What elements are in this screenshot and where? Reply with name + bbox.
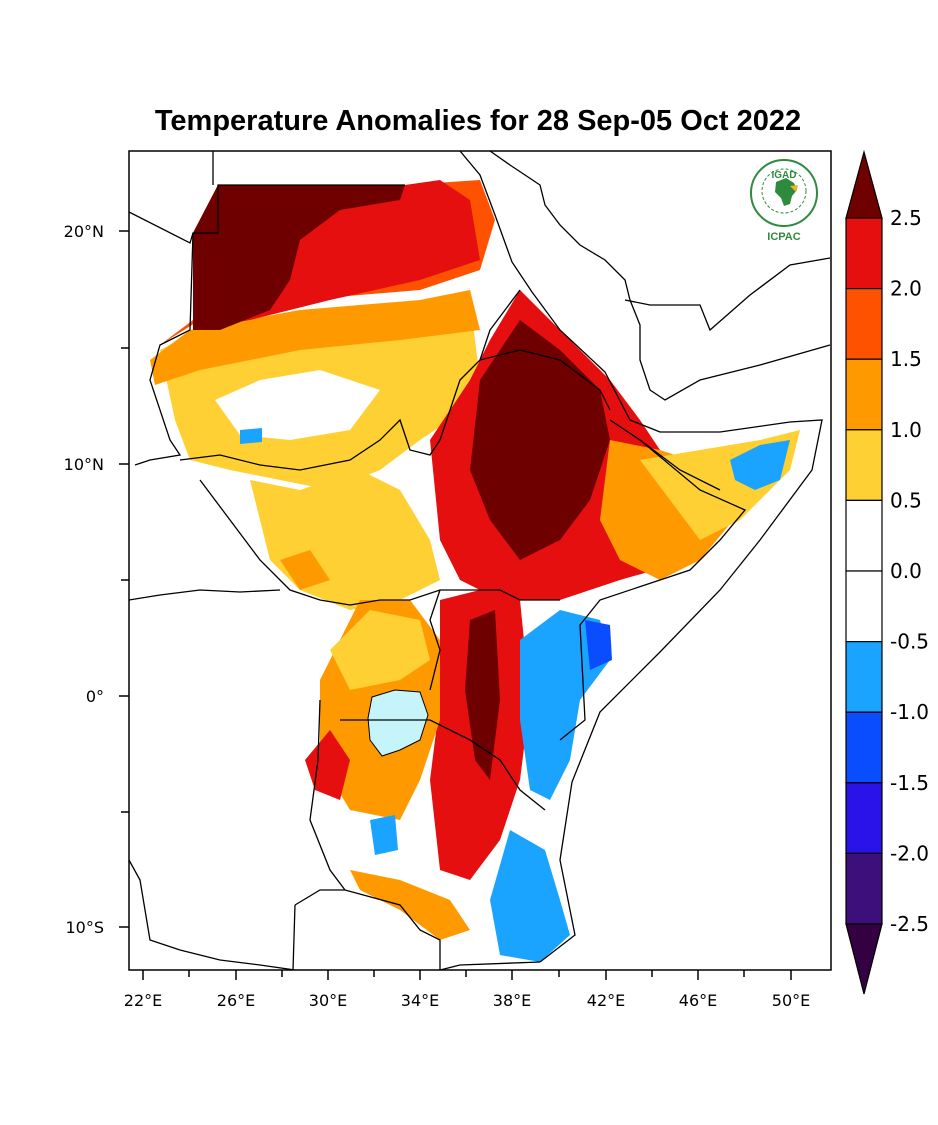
map-frame (128, 150, 832, 971)
region-tanzania-south-orange (350, 870, 470, 940)
border-zambia (129, 859, 296, 970)
colorbar-top-arrow (845, 149, 883, 219)
lat-label-20n: 20°N (64, 222, 104, 241)
colorbar-label: -1.0 (890, 700, 929, 724)
lat-label-10n: 10°N (64, 455, 104, 474)
colorbar-label: -2.0 (890, 841, 929, 865)
colorbar-box (845, 852, 883, 925)
border-arabian-peninsula (489, 151, 831, 401)
colorbar-label: 1.5 (890, 347, 922, 371)
border-malawi (294, 889, 441, 970)
colorbar-box (845, 711, 883, 784)
region-somalia-blue (730, 440, 790, 490)
horn-accent-icon (790, 185, 798, 192)
lat-ticks (119, 230, 129, 928)
logo-inner-ring (761, 168, 807, 214)
lon-label-26e: 26°E (217, 991, 255, 1010)
border-sudan-southsudan (179, 418, 441, 471)
colorbar-label: -1.5 (890, 771, 929, 795)
colorbar-boxes (845, 217, 883, 925)
lon-label-34e: 34°E (401, 991, 439, 1010)
border-mozambique (439, 961, 541, 970)
chart-title: Temperature Anomalies for 28 Sep-05 Oct … (155, 105, 801, 137)
region-tanzania-coast-blue (490, 830, 570, 962)
colorbar-label: -0.5 (890, 630, 929, 654)
lon-label-38e: 38°E (493, 991, 531, 1010)
africa-icon (775, 178, 797, 206)
icpac-logo: IGAD ICPAC (750, 159, 818, 243)
region-south-sudan-orange (280, 550, 330, 590)
colorbar-box (845, 429, 883, 501)
colorbar-box (845, 217, 883, 290)
colorbar-label: 2.0 (890, 277, 922, 301)
region-ethiopia-maroon (470, 320, 610, 560)
border-kenya-tanzania (340, 719, 546, 811)
border-libya-chad (134, 232, 194, 466)
border-car-drc (129, 589, 281, 601)
country-borders (129, 151, 831, 970)
colorbar-label: 1.0 (890, 418, 922, 442)
lon-ticks (142, 970, 792, 980)
border-southsudan-uganda (199, 479, 560, 606)
border-ethiopia-somalia (559, 419, 747, 741)
lat-label-0: 0° (86, 687, 104, 706)
region-kenya-blue (520, 610, 610, 800)
region-tanzania-west-blue (370, 815, 398, 855)
border-zambia-malawi (292, 904, 296, 970)
region-north-orange (150, 290, 480, 385)
lon-label-30e: 30°E (309, 991, 347, 1010)
lat-label-10s: 10°S (65, 918, 104, 937)
border-ethiopia-west (439, 289, 521, 441)
colorbar-bottom-arrow (845, 923, 883, 995)
border-drc-tanzania (309, 699, 346, 891)
colorbar-label: 0.5 (890, 488, 922, 512)
colorbar-box (845, 640, 883, 713)
border-eritrea (479, 349, 611, 411)
colorbar-label: 0.0 (890, 559, 922, 583)
colorbar-box (845, 782, 883, 854)
colorbar-box (845, 570, 883, 643)
colorbar-box (845, 499, 883, 572)
border-egypt-sudan (129, 184, 405, 244)
lon-label-42e: 42°E (587, 991, 625, 1010)
colorbar-label: -2.5 (890, 912, 929, 936)
region-rift-maroon (465, 610, 500, 780)
region-tanzania-red (305, 730, 350, 800)
region-sudan-blue (240, 428, 262, 444)
coastline-red-sea (459, 151, 823, 963)
colorbar: 2.5 2.0 1.5 1.0 0.5 0.0 -0.5 -1.0 -1.5 -2.0 -2.5 (845, 149, 929, 995)
lon-label-22e: 22°E (124, 991, 162, 1010)
logo-bottom-text: ICPAC (767, 231, 800, 243)
border-uganda-kenya (429, 589, 441, 691)
lon-label-50e: 50°E (772, 991, 810, 1010)
region-uganda-yellow (330, 610, 430, 690)
lon-label-46e: 46°E (679, 991, 717, 1010)
region-kenya-deepblue (585, 620, 612, 670)
colorbar-box (845, 288, 883, 360)
colorbar-label: 2.5 (890, 206, 922, 230)
colorbar-labels: 2.5 2.0 1.5 1.0 0.5 0.0 -0.5 -1.0 -1.5 -2.0 -2.5 (890, 206, 929, 936)
logo-top-text: IGAD (772, 170, 797, 181)
colorbar-box (845, 358, 883, 431)
region-sudan-white (215, 370, 380, 440)
border-somaliland (639, 439, 721, 491)
lake-victoria (367, 689, 429, 757)
region-north-maroon (193, 185, 405, 330)
border-yemen-saudi (624, 257, 831, 332)
